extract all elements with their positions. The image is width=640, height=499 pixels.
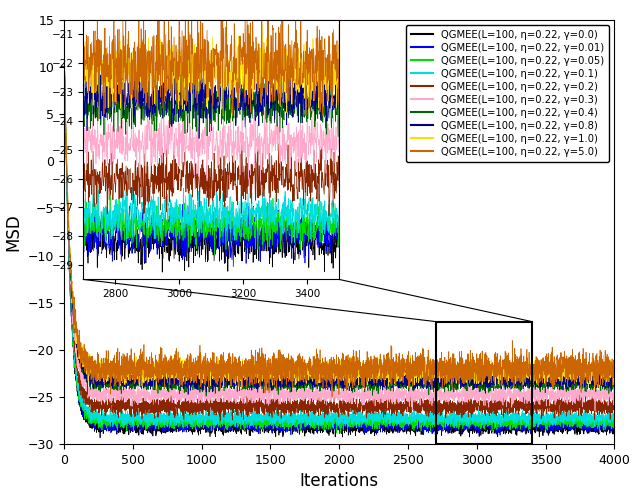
X-axis label: Iterations: Iterations bbox=[300, 473, 379, 491]
Y-axis label: MSD: MSD bbox=[4, 213, 22, 251]
Bar bbox=[435, 321, 532, 444]
Legend: QGMEE(L=100, η=0.22, γ=0.0), QGMEE(L=100, η=0.22, γ=0.01), QGMEE(L=100, η=0.22, : QGMEE(L=100, η=0.22, γ=0.0), QGMEE(L=100… bbox=[406, 25, 609, 162]
